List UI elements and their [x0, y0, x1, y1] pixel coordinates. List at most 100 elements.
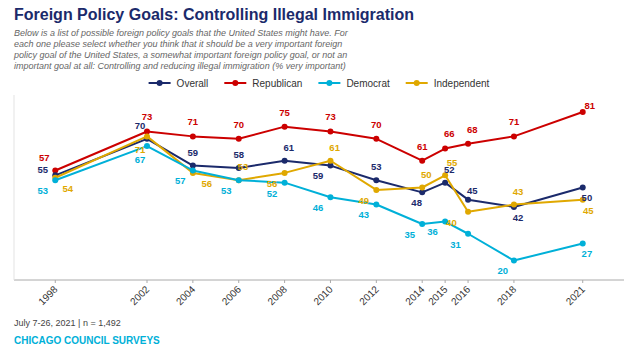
data-label: 59	[313, 170, 324, 181]
series-point	[327, 129, 333, 135]
data-label: 73	[325, 111, 336, 122]
subtitle-line: policy goal of the United States, a some…	[13, 50, 347, 60]
data-label: 53	[238, 161, 249, 172]
data-label: 50	[582, 192, 593, 203]
data-label: 75	[279, 107, 290, 118]
legend-item: Independent	[406, 78, 490, 89]
legend-label: Overall	[177, 78, 209, 89]
data-label: 55	[447, 157, 458, 168]
subtitle-line: each one please select whether you think…	[14, 39, 342, 49]
x-tick-label: 2015	[426, 283, 450, 307]
series-point	[144, 133, 150, 139]
legend-marker	[414, 80, 420, 86]
legend-label: Democrat	[346, 78, 390, 89]
series-point	[580, 185, 586, 191]
series-point	[580, 240, 586, 246]
x-tick	[330, 280, 331, 283]
series-point	[442, 146, 448, 152]
x-tick-label: 2010	[311, 283, 335, 307]
series-line	[55, 139, 582, 207]
data-label: 43	[359, 209, 370, 220]
x-tick	[582, 280, 583, 283]
legend-item: Democrat	[318, 78, 390, 89]
series-point	[236, 136, 242, 142]
series-point	[419, 221, 425, 227]
legend-label: Independent	[434, 78, 490, 89]
data-label: 56	[267, 178, 278, 189]
x-tick-label: 2016	[449, 283, 473, 307]
data-label: 61	[417, 141, 428, 152]
series-point	[511, 258, 517, 264]
data-label: 68	[467, 124, 478, 135]
chart: Foreign Policy Goals: Controlling Illega…	[0, 0, 634, 355]
x-tick	[376, 280, 377, 283]
series-line	[55, 136, 582, 211]
x-tick	[147, 280, 148, 283]
data-label: 36	[427, 226, 438, 237]
data-label: 67	[135, 154, 146, 165]
series-point	[52, 177, 58, 183]
data-labels: 5570595861595348524542505773717075737061…	[37, 100, 595, 276]
data-label: 57	[39, 152, 50, 163]
x-tick	[468, 280, 469, 283]
data-label: 70	[371, 119, 382, 130]
series-point	[465, 231, 471, 237]
footnote: July 7-26, 2021 | n = 1,492	[14, 318, 121, 328]
data-label: 61	[283, 142, 294, 153]
data-label: 46	[313, 202, 324, 213]
series-point	[236, 177, 242, 183]
data-label: 54	[62, 183, 73, 194]
data-label: 56	[201, 178, 212, 189]
series-point	[419, 185, 425, 191]
plot-area	[52, 109, 585, 263]
x-tick	[192, 280, 193, 283]
x-tick-label: 1998	[36, 283, 60, 307]
x-tick-label: 2018	[495, 283, 519, 307]
subtitle: Below is a list of possible foreign poli…	[13, 28, 349, 71]
series-point	[282, 124, 288, 130]
y-axis-line	[14, 95, 15, 280]
x-tick	[513, 280, 514, 283]
series-point	[373, 202, 379, 208]
subtitle-line: important goal at all: Controlling and r…	[14, 61, 346, 71]
series-point	[373, 177, 379, 183]
x-tick-label: 2021	[564, 283, 588, 307]
series-point	[236, 177, 242, 183]
x-tick-label: 2012	[357, 283, 381, 307]
data-label: 59	[188, 147, 199, 158]
data-label: 71	[188, 116, 199, 127]
x-tick	[445, 280, 446, 283]
series-point	[327, 158, 333, 164]
series-point	[419, 158, 425, 164]
x-tick-label: 2002	[128, 283, 152, 307]
data-label: 31	[450, 239, 461, 250]
data-label: 53	[37, 185, 48, 196]
data-label: 45	[583, 205, 594, 216]
legend-marker	[326, 80, 332, 86]
data-label: 43	[513, 186, 524, 197]
series-point	[373, 136, 379, 142]
data-label: 66	[444, 128, 455, 139]
legend-marker	[157, 80, 163, 86]
x-tick	[284, 280, 285, 283]
data-label: 49	[359, 195, 370, 206]
legend: Overall Republican Democrat Independent	[149, 78, 490, 89]
data-label: 57	[175, 175, 186, 186]
series-point	[465, 141, 471, 147]
data-label: 42	[513, 212, 524, 223]
source: CHICAGO COUNCIL SURVEYS	[14, 335, 160, 346]
series-point	[511, 202, 517, 208]
data-label: 45	[467, 185, 478, 196]
data-label: 52	[267, 188, 278, 199]
x-tick	[55, 280, 56, 283]
data-label: 53	[371, 161, 382, 172]
series-point	[511, 133, 517, 139]
x-tick-label: 2008	[266, 283, 290, 307]
legend-item: Republican	[224, 78, 302, 89]
data-label: 27	[582, 248, 593, 259]
title: Foreign Policy Goals: Controlling Illega…	[14, 6, 414, 23]
series-point	[373, 187, 379, 193]
series-line	[55, 146, 582, 260]
data-label: 71	[135, 144, 146, 155]
series-point	[190, 167, 196, 173]
